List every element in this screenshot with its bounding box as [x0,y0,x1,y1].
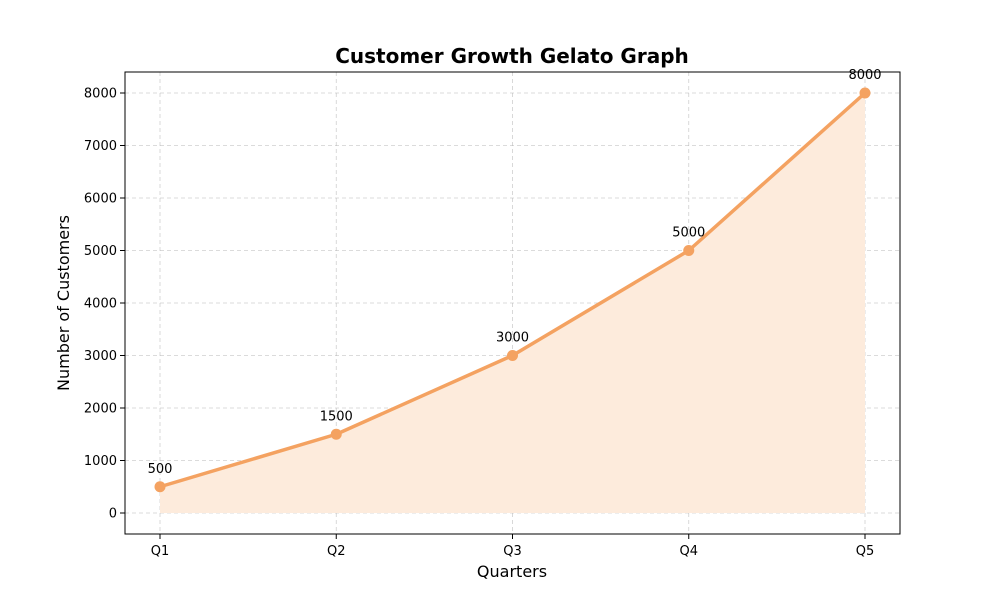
data-point [330,428,342,440]
data-point [154,481,166,493]
x-tick-label: Q4 [679,544,698,559]
data-labels-layer: 500 1500 3000 5000 8000 [148,68,882,477]
y-tick-label: 7000 [84,139,117,154]
area-fill [160,93,865,513]
y-tick-label: 0 [109,507,117,522]
plot-frame [124,71,901,535]
y-tick-label: 5000 [84,244,117,259]
data-point [859,87,871,99]
data-label: 3000 [496,331,529,346]
data-label: 500 [148,462,173,477]
x-tick-label: Q1 [151,544,170,559]
data-label: 1500 [320,409,353,424]
data-point [507,350,518,361]
x-tick-label: Q5 [856,544,875,559]
y-tick-label: 1000 [84,454,117,469]
data-point [683,245,695,256]
x-tick-label: Q2 [327,544,346,559]
chart-title: Customer Growth Gelato Graph [335,44,689,68]
y-tick-label: 6000 [84,192,117,207]
area-layer [160,93,865,513]
x-tick-label: Q3 [503,544,522,559]
data-label: 5000 [672,226,705,241]
y-tick-label: 2000 [84,402,117,417]
points-layer [154,87,871,493]
y-axis-label: Number of Customers [54,215,73,391]
y-tick-label: 8000 [84,87,117,102]
y-tick-label: 3000 [84,349,117,364]
x-axis-label: Quarters [477,562,547,581]
data-label: 8000 [848,68,881,83]
y-tick-label: 4000 [84,297,117,312]
axes-layer: 0 1000 2000 3000 4000 5000 6000 7000 8000 Q1 Q2 Q3 Q… [84,87,874,560]
